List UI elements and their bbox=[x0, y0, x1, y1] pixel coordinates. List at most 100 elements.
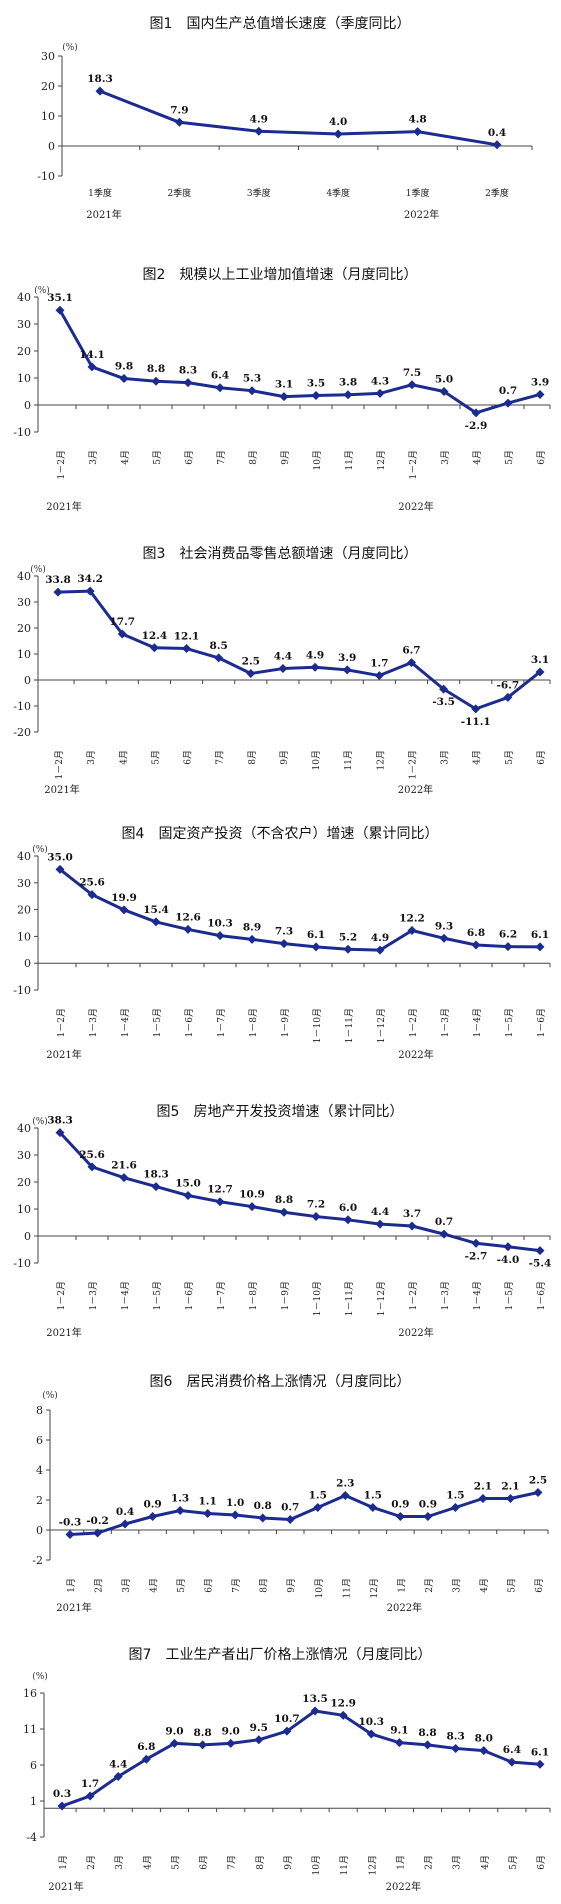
y-tick-label: 0 bbox=[48, 140, 55, 153]
data-point bbox=[503, 398, 513, 408]
y-unit-label: (%) bbox=[62, 42, 78, 53]
data-label: 1.5 bbox=[364, 1490, 382, 1502]
x-tick-label: 1月 bbox=[395, 1855, 406, 1870]
x-tick-label: 9月 bbox=[286, 1578, 297, 1593]
data-point bbox=[343, 1215, 353, 1225]
chart-title: 图2 规模以上工业增加值增速（月度同比） bbox=[143, 267, 418, 283]
chart-title: 图6 居民消费价格上涨情况（月度同比） bbox=[150, 1374, 411, 1390]
data-label: 9.8 bbox=[115, 361, 133, 373]
data-label: 7.2 bbox=[307, 1199, 325, 1211]
series-line bbox=[58, 309, 541, 415]
data-point bbox=[471, 408, 481, 418]
data-point bbox=[503, 1242, 513, 1252]
x-tick-label: 12月 bbox=[375, 750, 386, 770]
chart-title: 图1 国内生产总值增长速度（季度同比） bbox=[150, 16, 411, 32]
data-label: 2.5 bbox=[529, 1475, 547, 1487]
x-tick-label: 1－2月 bbox=[56, 450, 67, 479]
x-tick-label: 11月 bbox=[343, 750, 354, 770]
data-point bbox=[451, 1743, 461, 1753]
chart-industrial-value-added: 图2 规模以上工业增加值增速（月度同比） (%) -10 0 10 20 30 40 1－2月 3… bbox=[13, 267, 551, 513]
year-label: 2022年 bbox=[398, 500, 433, 513]
data-label: -0.3 bbox=[59, 1517, 82, 1529]
chart-title: 图4 固定资产投资（不含农户）增速（累计同比） bbox=[122, 825, 439, 842]
data-point bbox=[423, 1740, 433, 1750]
x-tick-label: 1－5月 bbox=[152, 1281, 163, 1310]
data-point bbox=[535, 1759, 545, 1769]
data-label: 8.0 bbox=[475, 1733, 493, 1745]
x-tick-label: 3月 bbox=[121, 1578, 132, 1593]
y-unit-label: (%) bbox=[32, 844, 48, 855]
y-tick-label: 40 bbox=[17, 1122, 31, 1135]
data-point bbox=[535, 667, 545, 677]
data-point bbox=[535, 942, 545, 952]
x-tick-label: 9月 bbox=[279, 750, 290, 765]
x-tick-label: 1－11月 bbox=[344, 1008, 355, 1043]
series-line bbox=[69, 1491, 539, 1536]
y-tick-label: 1 bbox=[30, 1795, 37, 1808]
data-label: 1.7 bbox=[370, 658, 388, 670]
y-tick-label: 0 bbox=[24, 399, 31, 412]
data-point bbox=[366, 1729, 376, 1739]
data-label: 21.6 bbox=[111, 1160, 137, 1172]
data-label: 3.9 bbox=[531, 376, 549, 388]
x-tick-label: 4月 bbox=[479, 1578, 490, 1593]
y-tick-label: 4 bbox=[36, 1464, 43, 1477]
x-tick-label: 1－9月 bbox=[280, 1008, 291, 1037]
chart-title: 图7 工业生产者出厂价格上涨情况（月度同比） bbox=[129, 1647, 432, 1663]
y-tick-label: -10 bbox=[13, 426, 31, 439]
data-label: 0.8 bbox=[254, 1500, 272, 1512]
data-point bbox=[175, 1506, 185, 1515]
data-label: 4.4 bbox=[371, 1206, 389, 1218]
x-tick-label: 5月 bbox=[150, 750, 161, 765]
data-point bbox=[471, 940, 481, 950]
x-tick-label: 5月 bbox=[176, 1578, 187, 1593]
data-point bbox=[55, 305, 65, 315]
data-point bbox=[439, 387, 449, 396]
x-tick-label: 1－4月 bbox=[120, 1008, 131, 1037]
data-point bbox=[338, 1710, 348, 1720]
data-label: 0.9 bbox=[143, 1499, 161, 1511]
x-tick-label: 9月 bbox=[283, 1855, 294, 1870]
year-label: 2021年 bbox=[86, 208, 121, 221]
x-tick-label: 1－6月 bbox=[536, 1008, 547, 1037]
data-label: 10.3 bbox=[359, 1716, 385, 1728]
data-label: 12.1 bbox=[174, 631, 200, 643]
x-tick-label: 1－4月 bbox=[472, 1008, 483, 1037]
year-label: 2022年 bbox=[398, 783, 433, 796]
x-tick-label: 1－2月 bbox=[408, 450, 419, 479]
y-tick-label: -4 bbox=[26, 1831, 37, 1844]
y-tick-label: 40 bbox=[17, 850, 31, 863]
y-tick-label: 0 bbox=[24, 957, 31, 970]
data-label: 17.7 bbox=[109, 616, 135, 628]
y-tick-label: -2 bbox=[32, 1554, 43, 1567]
data-point bbox=[148, 1512, 158, 1521]
data-label: 9.5 bbox=[250, 1722, 268, 1734]
data-label: 38.3 bbox=[47, 1115, 73, 1127]
chart-gdp-growth: 图1 国内生产总值增长速度（季度同比） (%) -10 0 10 20 30 1季度 2季度 3季… bbox=[37, 16, 533, 221]
data-label: 5.0 bbox=[435, 374, 453, 386]
x-tick-label: 1－2月 bbox=[54, 750, 65, 779]
y-tick-label: 8 bbox=[36, 1404, 43, 1417]
x-tick-label: 1－2月 bbox=[408, 1281, 419, 1310]
data-point bbox=[169, 1738, 179, 1748]
data-point bbox=[254, 126, 264, 136]
data-label: 0.4 bbox=[488, 127, 506, 139]
data-label: 25.6 bbox=[79, 1149, 105, 1161]
data-point bbox=[439, 684, 449, 694]
data-point bbox=[87, 1162, 97, 1172]
data-label: 2.1 bbox=[474, 1481, 492, 1493]
data-label: 8.8 bbox=[147, 363, 165, 375]
data-label: 10.3 bbox=[207, 918, 233, 930]
x-tick-label: 7月 bbox=[216, 450, 227, 465]
x-tick-label: 6月 bbox=[184, 450, 195, 465]
x-tick-label: 8月 bbox=[259, 1578, 270, 1593]
data-point bbox=[279, 1207, 289, 1217]
data-point bbox=[395, 1512, 405, 1521]
data-point bbox=[183, 1191, 193, 1200]
data-label: 6.2 bbox=[499, 929, 517, 941]
data-label: 1.1 bbox=[199, 1496, 217, 1508]
x-tick-label: 1－12月 bbox=[376, 1281, 387, 1316]
x-tick-label: 1－9月 bbox=[280, 1281, 291, 1310]
data-point bbox=[65, 1530, 75, 1539]
x-tick-label: 2月 bbox=[86, 1855, 97, 1870]
